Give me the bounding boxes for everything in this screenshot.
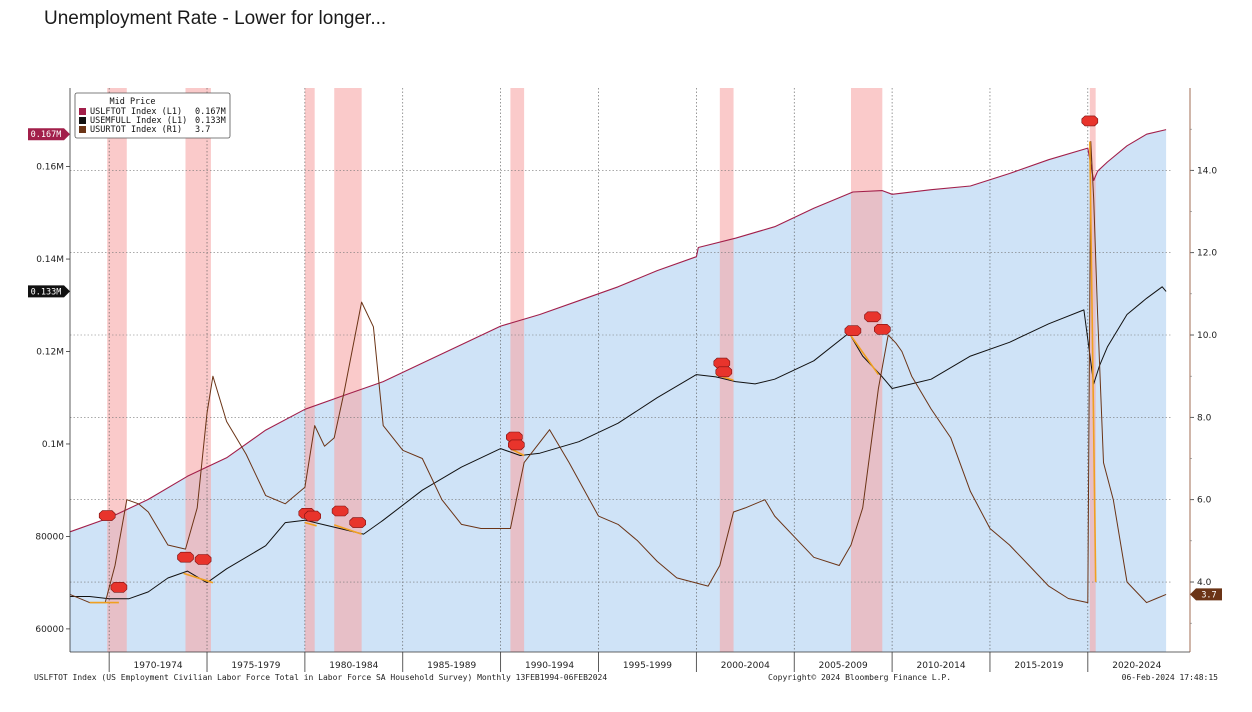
last-value-tag-box (28, 128, 70, 141)
last-value-tag-box (1190, 588, 1222, 601)
left-tick-label: 0.14M (36, 255, 64, 265)
left-tick-label: 0.1M (42, 440, 64, 450)
legend-entry-name: USEMFULL Index (L1) (90, 116, 187, 126)
right-tick-label: 4.0 (1197, 578, 1212, 588)
event-flag-icon[interactable] (1081, 115, 1099, 127)
legend-entry-name: USLFTOT Index (L1) (90, 107, 182, 117)
right-tick-label: 14.0 (1197, 166, 1217, 176)
legend-entry-value: 0.167M (195, 107, 226, 117)
event-flag-icon[interactable] (873, 323, 891, 335)
recession-highlight-segment (1089, 141, 1097, 583)
x-period-label: 1990-1994 (525, 661, 574, 671)
event-flag-icon[interactable] (331, 505, 349, 517)
series-lines (69, 129, 1167, 604)
x-period-label: 2000-2004 (721, 661, 770, 671)
legend-swatch (79, 126, 86, 133)
legend-heading: Mid Price (109, 97, 155, 107)
last-value-tag-box (28, 285, 70, 298)
legend-entry-name: USURTOT Index (R1) (90, 125, 182, 135)
left-tick-label: 0.12M (36, 348, 64, 358)
legend-box (74, 92, 231, 139)
chart-footer: USLFTOT Index (US Employment Civilian La… (34, 673, 1218, 682)
event-flag-icon[interactable] (98, 510, 116, 521)
event-flag-icon[interactable] (507, 439, 525, 451)
x-period-label: 1995-1999 (623, 661, 672, 671)
slide-title: Unemployment Rate - Lower for longer... (44, 8, 387, 29)
axes: 60000 80000 0.1M 0.12M 0.14M 0.16M 4.0 6.0 8.0 10… (28, 88, 1222, 672)
right-tick-label: 10.0 (1197, 331, 1217, 341)
right-tick-label: 6.0 (1197, 496, 1212, 506)
event-flag-icon[interactable] (349, 517, 367, 528)
footer-source: USLFTOT Index (US Employment Civilian La… (34, 673, 607, 682)
plot-background (70, 88, 1172, 653)
employment-line (70, 286, 1167, 600)
x-period-label: 1980-1984 (329, 661, 378, 671)
recession-band (850, 88, 883, 652)
left-tick-label: 60000 (35, 625, 64, 635)
legend-swatch (79, 117, 86, 124)
right-tick-label: 8.0 (1197, 413, 1212, 423)
event-flag-icon[interactable] (715, 366, 733, 378)
footer-copyright: Copyright© 2024 Bloomberg Finance L.P. (768, 673, 951, 682)
event-flag-icon[interactable] (304, 510, 322, 522)
last-value-tag-label: 0.133M (31, 287, 62, 297)
x-period-label: 1970-1974 (134, 661, 183, 671)
legend-entry-value: 3.7 (195, 125, 210, 135)
left-tick-label: 0.16M (36, 163, 64, 173)
left-tick-label: 80000 (35, 532, 64, 542)
right-tick-label: 12.0 (1197, 249, 1217, 259)
event-flag-icon[interactable] (864, 311, 881, 323)
recession-highlight-segment (333, 524, 362, 535)
recession-highlight-segment (848, 332, 880, 376)
legend-entry-value: 0.133M (195, 116, 226, 126)
x-period-label: 2015-2019 (1014, 661, 1063, 671)
grid-lines (70, 88, 1172, 652)
last-value-tag-label: 3.7 (1201, 590, 1216, 600)
last-value-tag: 3.7 (1190, 588, 1222, 601)
unemployment-rate-line (69, 141, 1167, 604)
event-flag-icon[interactable] (844, 325, 862, 337)
recession-band (510, 88, 525, 652)
x-period-label: 1975-1979 (231, 661, 280, 671)
recession-highlight-segment (183, 572, 214, 584)
recession-band (107, 88, 127, 652)
recession-highlight-segment (304, 521, 317, 527)
footer-timestamp: 06-Feb-2024 17:48:15 (1122, 673, 1219, 682)
last-value-tag-label: 0.167M (31, 130, 62, 140)
legend-swatch (79, 108, 86, 115)
event-flags (98, 115, 1099, 593)
x-period-label: 2020-2024 (1112, 661, 1161, 671)
x-period-label: 2010-2014 (916, 661, 965, 671)
event-flag-icon[interactable] (505, 431, 523, 443)
x-period-label: 2005-2009 (819, 661, 868, 671)
last-value-tag: 0.167M (28, 128, 70, 141)
last-value-tag: 0.133M (28, 285, 70, 298)
recession-band (304, 88, 315, 652)
event-flag-icon[interactable] (110, 581, 128, 593)
x-period-label: 1985-1989 (427, 661, 476, 671)
event-flag-icon[interactable] (177, 551, 194, 563)
event-flag-icon[interactable] (713, 357, 731, 369)
event-flag-icon[interactable] (194, 554, 212, 565)
